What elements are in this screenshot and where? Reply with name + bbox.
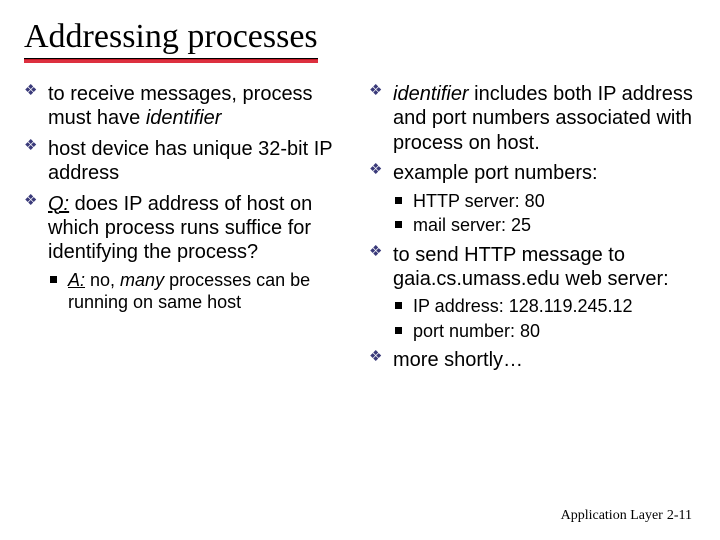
a-label: A:: [68, 270, 85, 290]
text: host device has unique 32-bit IP address: [48, 138, 332, 184]
left-sublist: A: no, many processes can be running on …: [48, 269, 351, 314]
list-item: A: no, many processes can be running on …: [48, 269, 351, 314]
text: to send HTTP message to gaia.cs.umass.ed…: [393, 244, 669, 290]
list-item: port number: 80: [393, 320, 696, 343]
title-red-underline: [24, 59, 318, 63]
page-title: Addressing processes: [24, 18, 318, 60]
text-italic: many: [120, 270, 164, 290]
text: does IP address of host on which process…: [48, 193, 312, 264]
list-item: mail server: 25: [393, 214, 696, 237]
list-item: HTTP server: 80: [393, 190, 696, 213]
q-label: Q:: [48, 193, 69, 215]
columns: to receive messages, process must have i…: [24, 82, 696, 379]
right-list: identifier includes both IP address and …: [369, 82, 696, 373]
right-column: identifier includes both IP address and …: [369, 82, 696, 379]
list-item: Q: does IP address of host on which proc…: [24, 192, 351, 314]
text: port number: 80: [413, 321, 540, 341]
list-item: more shortly…: [369, 348, 696, 372]
text: example port numbers:: [393, 162, 598, 184]
text: mail server: 25: [413, 215, 531, 235]
list-item: IP address: 128.119.245.12: [393, 295, 696, 318]
list-item: host device has unique 32-bit IP address: [24, 137, 351, 186]
footer-label: Application Layer: [561, 508, 663, 523]
text: IP address: 128.119.245.12: [413, 296, 633, 316]
slide: Addressing processes to receive messages…: [0, 0, 720, 540]
left-list: to receive messages, process must have i…: [24, 82, 351, 314]
list-item: example port numbers: HTTP server: 80 ma…: [369, 161, 696, 236]
text: HTTP server: 80: [413, 191, 545, 211]
right-sublist-2: IP address: 128.119.245.12 port number: …: [393, 295, 696, 342]
left-column: to receive messages, process must have i…: [24, 82, 351, 379]
footer: Application Layer 2-11: [561, 508, 692, 524]
text-italic: identifier: [393, 83, 469, 105]
list-item: to send HTTP message to gaia.cs.umass.ed…: [369, 243, 696, 343]
right-sublist-1: HTTP server: 80 mail server: 25: [393, 190, 696, 237]
list-item: to receive messages, process must have i…: [24, 82, 351, 131]
text: more shortly…: [393, 349, 523, 371]
title-wrap: Addressing processes: [24, 18, 318, 60]
list-item: identifier includes both IP address and …: [369, 82, 696, 155]
footer-page: 2-11: [667, 508, 692, 523]
text-italic: identifier: [146, 107, 222, 129]
text: no,: [85, 270, 120, 290]
